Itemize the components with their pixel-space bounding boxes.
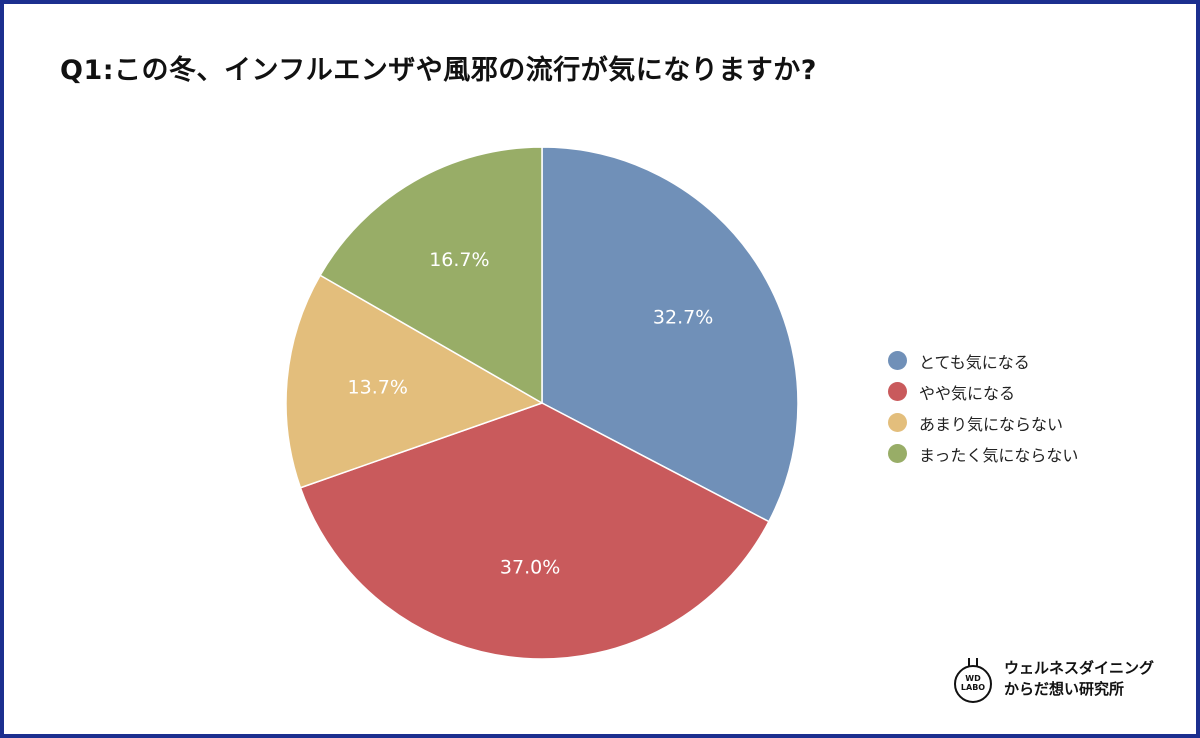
logo-line1: ウェルネスダイニング [1004, 659, 1155, 677]
pie-chart: 32.7% 37.0% 13.7% 16.7% [285, 146, 799, 660]
logo-badge-line2: LABO [960, 683, 986, 692]
wd-labo-logo: WD LABO ウェルネスダイニング からだ想い研究所 [950, 654, 1154, 704]
slice-label-2: 13.7% [348, 377, 408, 399]
legend-item-2: あまり気にならない [888, 407, 1078, 438]
legend-swatch-3 [888, 444, 907, 463]
pie-slice-1 [299, 402, 770, 660]
flask-icon [954, 658, 992, 703]
legend-swatch-0 [888, 351, 907, 370]
slice-label-0: 32.7% [653, 307, 713, 329]
pie-slice-0 [541, 146, 799, 523]
legend-item-1: やや気になる [888, 376, 1078, 407]
legend-swatch-1 [888, 382, 907, 401]
logo-badge: WD LABO [950, 654, 996, 704]
legend-item-0: とても気になる [888, 345, 1078, 376]
legend: とても気になる やや気になるあまり気にならない まったく気にならない [888, 345, 1078, 469]
legend-item-3: まったく気にならない [888, 438, 1078, 469]
slice-label-1: 37.0% [500, 557, 560, 579]
legend-label-3: まったく気にならない [919, 445, 1079, 465]
pie-slice-2 [285, 274, 544, 489]
logo-badge-line1: WD [965, 674, 981, 683]
legend-label-2: あまり気にならない [919, 414, 1064, 434]
logo-line2: からだ想い研究所 [1004, 680, 1125, 698]
chart-title: Q1:この冬、インフルエンザや風邪の流行が気になりますか? [60, 55, 817, 86]
legend-label-1: やや気になる [919, 383, 1016, 403]
slice-label-3: 16.7% [429, 249, 489, 271]
legend-swatch-2 [888, 413, 907, 432]
legend-label-0: とても気になる [919, 352, 1030, 372]
pie-slice-3 [319, 146, 543, 405]
